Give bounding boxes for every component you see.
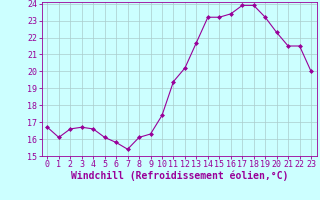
X-axis label: Windchill (Refroidissement éolien,°C): Windchill (Refroidissement éolien,°C) <box>70 171 288 181</box>
